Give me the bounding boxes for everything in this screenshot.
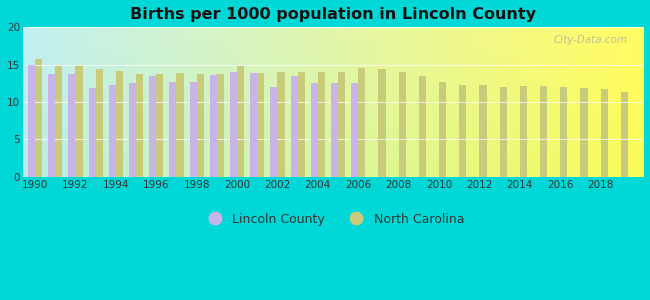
Bar xyxy=(136,74,143,177)
Bar xyxy=(156,74,163,177)
Bar xyxy=(35,59,42,177)
Bar xyxy=(210,75,217,177)
Bar xyxy=(116,71,123,177)
Bar xyxy=(237,66,244,177)
Bar xyxy=(378,69,385,177)
Bar xyxy=(560,87,567,177)
Bar xyxy=(170,82,177,177)
Bar xyxy=(500,87,507,177)
Bar xyxy=(270,87,278,177)
Bar xyxy=(250,73,257,177)
Legend: Lincoln County, North Carolina: Lincoln County, North Carolina xyxy=(197,208,469,230)
Bar xyxy=(351,83,358,177)
Bar xyxy=(318,72,325,177)
Bar xyxy=(197,74,203,177)
Bar xyxy=(480,85,486,177)
Bar xyxy=(75,65,83,177)
Title: Births per 1000 population in Lincoln County: Births per 1000 population in Lincoln Co… xyxy=(130,7,536,22)
Bar xyxy=(150,76,156,177)
Bar xyxy=(439,82,446,177)
Bar xyxy=(331,83,338,177)
Bar xyxy=(298,72,305,177)
Bar xyxy=(257,73,265,177)
Bar xyxy=(28,65,35,177)
Bar xyxy=(338,72,345,177)
Bar xyxy=(540,86,547,177)
Bar xyxy=(48,74,55,177)
Bar xyxy=(278,72,285,177)
Bar xyxy=(311,83,318,177)
Bar xyxy=(580,88,588,177)
Bar xyxy=(291,76,298,177)
Bar xyxy=(601,89,608,177)
Bar xyxy=(129,83,136,177)
Bar xyxy=(88,88,96,177)
Bar xyxy=(96,69,103,177)
Bar xyxy=(419,76,426,177)
Text: City-Data.com: City-Data.com xyxy=(553,35,627,45)
Bar xyxy=(230,72,237,177)
Bar xyxy=(190,82,197,177)
Bar xyxy=(621,92,628,177)
Bar xyxy=(109,85,116,177)
Bar xyxy=(217,74,224,177)
Bar xyxy=(520,86,527,177)
Bar xyxy=(358,68,365,177)
Bar xyxy=(68,74,75,177)
Bar xyxy=(55,65,62,177)
Bar xyxy=(177,73,183,177)
Bar xyxy=(460,85,466,177)
Bar xyxy=(398,72,406,177)
